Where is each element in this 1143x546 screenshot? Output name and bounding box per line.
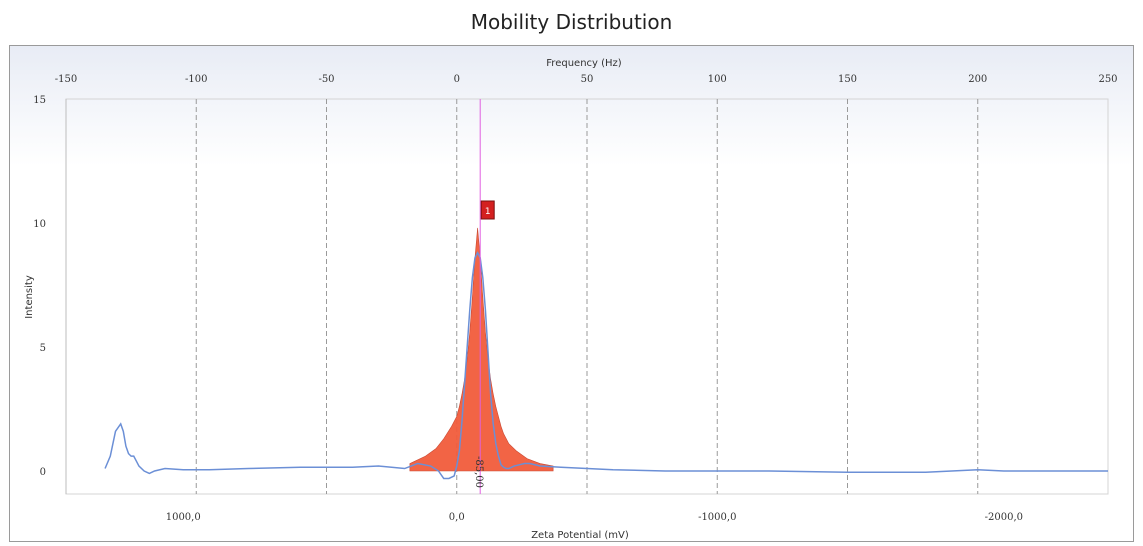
peak-value-label: -85,00 (473, 456, 484, 488)
chart-title: Mobility Distribution (470, 10, 673, 34)
x-tick-label: -2000,0 (985, 512, 1023, 523)
x-tick-label: 0,0 (449, 512, 465, 523)
x2-tick-label: 200 (968, 74, 987, 85)
plot-header-band (10, 46, 1133, 166)
x2-tick-label: 250 (1098, 74, 1117, 85)
x2-tick-label: -50 (318, 74, 334, 85)
y-tick-label: 10 (33, 219, 46, 230)
plot-frame (9, 45, 1134, 542)
peak-marker-text: 1 (485, 207, 491, 217)
x-axis-title: Zeta Potential (mV) (531, 530, 629, 541)
distribution-line (104, 251, 1108, 480)
x2-tick-label: 0 (454, 74, 460, 85)
x2-tick-label: 100 (708, 74, 727, 85)
y-tick-label: 0 (40, 467, 46, 478)
x-tick-label: -1000,0 (698, 512, 736, 523)
x2-tick-label: -150 (55, 74, 77, 85)
x2-axis-title: Frequency (Hz) (546, 58, 622, 69)
peak-marker-box (480, 200, 495, 220)
y-tick-label: 5 (40, 343, 46, 354)
x2-tick-label: -100 (185, 74, 207, 85)
x2-tick-label: 150 (838, 74, 857, 85)
peak-area (409, 227, 554, 472)
y-tick-label: 15 (33, 95, 46, 106)
y-axis-title: Intensity (24, 275, 35, 319)
peak-number-marker: 1 (480, 200, 495, 220)
x-tick-label: 1000,0 (166, 512, 201, 523)
x2-tick-label: 50 (581, 74, 594, 85)
